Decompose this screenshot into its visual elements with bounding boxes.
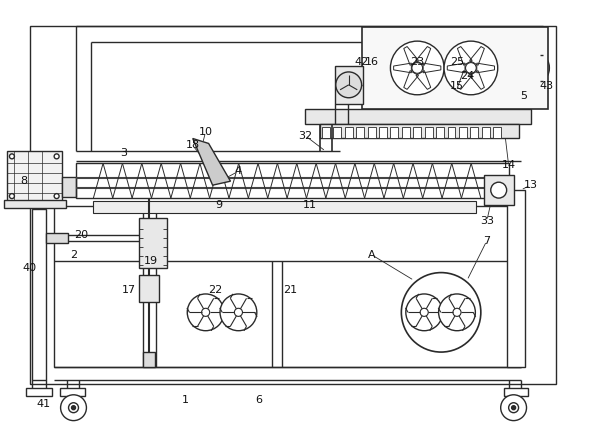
Bar: [413, 126, 421, 138]
Text: A: A: [368, 250, 375, 260]
Text: 7: 7: [483, 236, 490, 246]
Text: 32: 32: [298, 131, 312, 140]
Circle shape: [444, 41, 498, 95]
Circle shape: [406, 294, 442, 331]
Bar: [59, 388, 85, 396]
Bar: [30, 26, 556, 384]
Bar: [482, 126, 490, 138]
Bar: [139, 218, 167, 268]
Text: 40: 40: [23, 263, 37, 273]
Circle shape: [508, 403, 519, 413]
Bar: [322, 126, 330, 138]
Bar: [402, 126, 410, 138]
Text: 4: 4: [235, 166, 242, 176]
Circle shape: [187, 294, 224, 331]
Circle shape: [10, 194, 15, 198]
Text: 43: 43: [539, 81, 553, 91]
Text: 15: 15: [450, 81, 464, 91]
Bar: [507, 190, 525, 367]
Polygon shape: [193, 138, 230, 185]
Circle shape: [501, 395, 527, 420]
Text: 13: 13: [524, 180, 538, 190]
Circle shape: [453, 308, 461, 316]
Text: 8: 8: [20, 176, 27, 186]
Bar: [345, 126, 353, 138]
Bar: [320, 124, 519, 138]
Bar: [425, 126, 433, 138]
Bar: [493, 126, 501, 138]
Text: 23: 23: [410, 57, 424, 67]
Circle shape: [61, 395, 87, 420]
Circle shape: [439, 294, 475, 331]
Text: 24: 24: [460, 71, 474, 81]
Circle shape: [54, 154, 59, 159]
Bar: [93, 201, 476, 213]
Bar: [379, 126, 387, 138]
Bar: [390, 126, 398, 138]
Text: 1: 1: [182, 395, 189, 405]
Bar: [4, 200, 65, 208]
Text: 42: 42: [355, 57, 368, 67]
Bar: [436, 126, 444, 138]
Bar: [143, 352, 155, 367]
Text: 2: 2: [70, 250, 77, 260]
Bar: [504, 388, 527, 396]
Bar: [335, 66, 362, 104]
Text: 14: 14: [502, 160, 516, 170]
Text: 20: 20: [75, 230, 88, 240]
Bar: [45, 233, 67, 243]
Bar: [305, 109, 531, 124]
Text: 41: 41: [36, 399, 51, 409]
Bar: [470, 126, 478, 138]
Circle shape: [10, 154, 15, 159]
Bar: [26, 388, 52, 396]
Circle shape: [220, 294, 257, 331]
Circle shape: [68, 403, 79, 413]
Circle shape: [390, 41, 444, 95]
Text: 33: 33: [480, 216, 494, 226]
Bar: [368, 126, 376, 138]
Circle shape: [54, 194, 59, 198]
Bar: [333, 126, 341, 138]
Text: 9: 9: [215, 200, 222, 210]
Circle shape: [235, 308, 242, 316]
Text: 3: 3: [120, 148, 127, 158]
Circle shape: [72, 406, 76, 410]
Bar: [32, 209, 45, 380]
Bar: [484, 175, 514, 205]
Text: 5: 5: [520, 91, 527, 101]
Text: 19: 19: [144, 255, 158, 266]
Circle shape: [202, 308, 210, 316]
Bar: [448, 126, 456, 138]
Circle shape: [336, 72, 362, 98]
Circle shape: [465, 63, 476, 73]
Circle shape: [412, 63, 422, 73]
Text: 11: 11: [303, 200, 317, 210]
Bar: [7, 151, 62, 201]
Text: 21: 21: [283, 286, 297, 296]
Bar: [62, 177, 76, 197]
Text: 18: 18: [185, 140, 200, 151]
Text: 16: 16: [365, 57, 379, 67]
Circle shape: [491, 182, 507, 198]
Bar: [76, 163, 508, 198]
Bar: [356, 126, 364, 138]
Text: 17: 17: [122, 286, 136, 296]
Circle shape: [511, 406, 516, 410]
Text: 10: 10: [199, 126, 213, 137]
Text: 6: 6: [255, 395, 262, 405]
Bar: [459, 126, 467, 138]
Text: 25: 25: [450, 57, 464, 67]
Bar: [139, 275, 159, 302]
Text: 22: 22: [208, 286, 222, 296]
Bar: [362, 27, 548, 109]
Circle shape: [420, 308, 428, 316]
Bar: [54, 206, 521, 367]
